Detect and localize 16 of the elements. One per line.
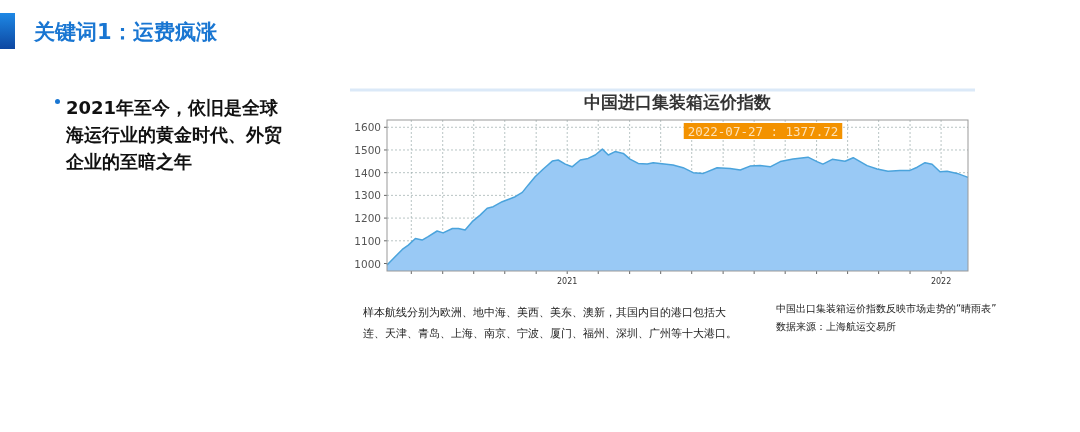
text: 2021年至今，依旧是全球海运行业的黄金时代、外贸企业的至暗之年 bbox=[66, 96, 283, 174]
x-tick-label: 2021 bbox=[557, 277, 578, 286]
source-note: 数据来源：上海航运交易所 bbox=[776, 320, 896, 334]
y-tick-label: 1000 bbox=[354, 257, 381, 270]
y-tick-label: 1200 bbox=[354, 212, 381, 225]
y-tick-label: 1300 bbox=[354, 189, 381, 202]
x-tick-label: 2022 bbox=[930, 277, 952, 286]
annotation: 2022-07-27 : 1377.72 bbox=[687, 123, 839, 139]
text: 中国出口集装箱运价指数反映市场走势的“晴雨表” bbox=[776, 302, 997, 316]
text: 关键词1：运费疯涨 bbox=[34, 19, 217, 46]
y-tick-label: 1400 bbox=[354, 166, 381, 179]
text: 样本航线分别为欧洲、地中海、美西、美东、澳新，其国内目的港口包括大连、天津、青岛、上海、南京、宁波、厦门、福州、深圳、广州等十大港口。 bbox=[363, 305, 738, 341]
y-tick-label: 1100 bbox=[354, 234, 381, 247]
chart-title: 中国进口集装箱运价指数 bbox=[584, 92, 772, 112]
y-tick-label: 1500 bbox=[354, 143, 381, 156]
y-tick-label: 1600 bbox=[354, 121, 381, 134]
